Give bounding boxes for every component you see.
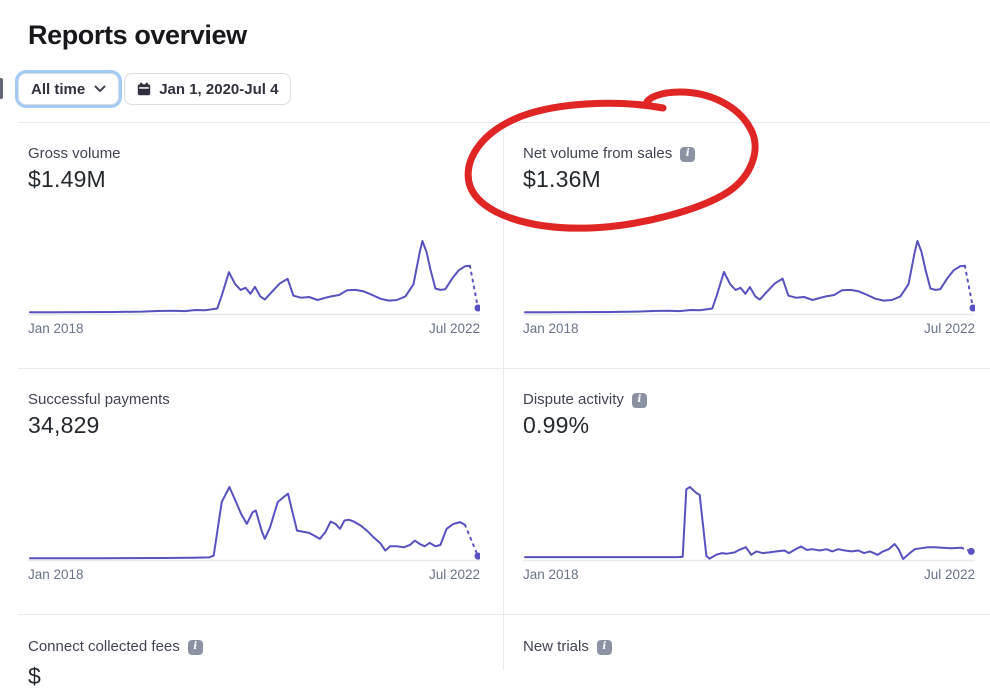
info-icon[interactable]: i: [596, 639, 612, 655]
row-divider: [18, 614, 990, 615]
metric-label: Dispute activity: [523, 391, 624, 408]
date-range-button[interactable]: Jan 1, 2020-Jul 4: [124, 73, 292, 105]
time-range-button[interactable]: All time: [18, 73, 120, 105]
axis-label-end: Jul 2022: [923, 321, 975, 336]
metric-value: $1.49M: [28, 166, 106, 192]
metric-label: New trials: [523, 638, 589, 655]
metric-card-successful-payments[interactable]: Successful payments 34,829 Jan 2018 Jul …: [28, 390, 480, 614]
time-range-label: All time: [31, 80, 86, 98]
metric-card-net-volume[interactable]: Net volume from sales i $1.36M Jan 2018 …: [523, 144, 975, 368]
metric-label: Net volume from sales: [523, 145, 673, 162]
sparkline-chart: [523, 232, 975, 316]
page-title: Reports overview: [28, 20, 247, 50]
chevron-down-icon: [94, 85, 106, 93]
metric-value: $: [28, 663, 41, 689]
metric-card-dispute-activity[interactable]: Dispute activity i 0.99% Jan 2018 Jul 20…: [523, 390, 975, 614]
metric-card-connect-collected-fees[interactable]: Connect collected fees i $: [28, 637, 480, 689]
axis-label-start: Jan 2018: [28, 321, 84, 336]
date-range-label: Jan 1, 2020-Jul 4: [159, 80, 279, 98]
filter-controls: All time Jan 1, 2020-Jul 4: [18, 73, 292, 105]
axis-label-end: Jul 2022: [428, 321, 480, 336]
sparkline-chart: [523, 478, 975, 562]
row-divider: [18, 122, 990, 123]
axis-label-start: Jan 2018: [523, 567, 579, 582]
metric-label: Gross volume: [28, 145, 121, 162]
sparkline-chart: [28, 232, 480, 316]
axis-label-start: Jan 2018: [28, 567, 84, 582]
metric-card-new-trials[interactable]: New trials i: [523, 637, 975, 677]
axis-label-end: Jul 2022: [923, 567, 975, 582]
metric-label: Successful payments: [28, 391, 170, 408]
info-icon[interactable]: i: [187, 639, 203, 655]
column-divider: [503, 122, 504, 670]
cropped-control-fragment: [0, 78, 3, 99]
row-divider: [18, 368, 990, 369]
info-icon[interactable]: i: [631, 392, 647, 408]
metric-card-gross-volume[interactable]: Gross volume $1.49M Jan 2018 Jul 2022: [28, 144, 480, 368]
axis-label-end: Jul 2022: [428, 567, 480, 582]
axis-label-start: Jan 2018: [523, 321, 579, 336]
sparkline-chart: [28, 478, 480, 562]
metric-value: 34,829: [28, 412, 100, 438]
metric-value: $1.36M: [523, 166, 601, 192]
info-icon[interactable]: i: [680, 146, 696, 162]
metric-value: 0.99%: [523, 412, 590, 438]
calendar-icon: [137, 82, 151, 96]
metric-label: Connect collected fees: [28, 638, 180, 655]
